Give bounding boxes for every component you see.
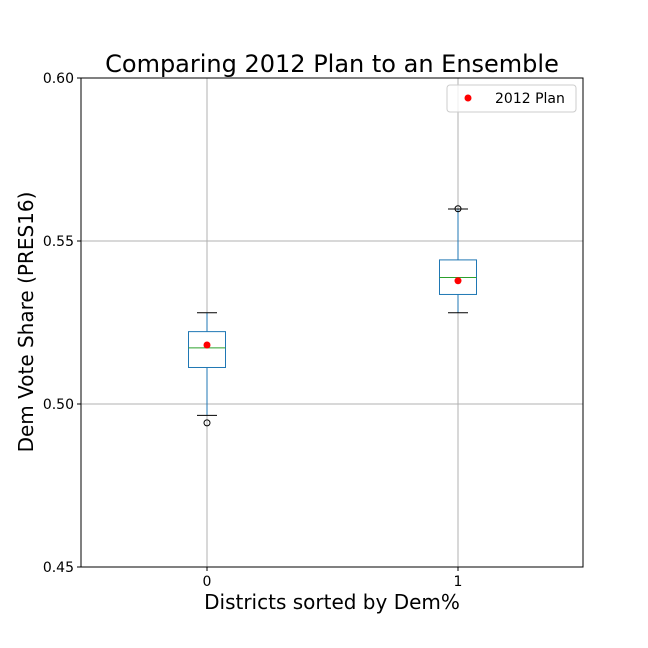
y-tick-label: 0.50 — [43, 397, 74, 413]
x-axis-label: Districts sorted by Dem% — [204, 590, 460, 614]
legend-marker — [464, 94, 472, 102]
outlier-point — [454, 205, 462, 213]
y-tick-label: 0.55 — [43, 234, 74, 250]
plan-points — [203, 277, 462, 349]
chart-title: Comparing 2012 Plan to an Ensemble — [105, 50, 559, 78]
grid-lines — [81, 77, 583, 568]
plan-2012-point — [454, 277, 462, 285]
legend-box — [446, 84, 577, 113]
y-tick-label: 0.45 — [43, 560, 74, 576]
x-tick-label: 0 — [203, 574, 212, 590]
plot-frame — [80, 77, 584, 568]
plan-2012-point — [203, 341, 211, 349]
y-axis-label: Dem Vote Share (PRES16) — [14, 192, 38, 453]
legend-label: 2012 Plan — [495, 91, 565, 107]
y-axis-ticks: 0.45 0.50 0.55 0.60 — [43, 71, 81, 576]
box-group — [188, 205, 477, 427]
box-iqr — [188, 331, 226, 368]
x-tick-label: 1 — [454, 574, 463, 590]
outlier-point — [203, 419, 211, 427]
legend: 2012 Plan — [446, 84, 577, 113]
y-tick-label: 0.60 — [43, 71, 74, 87]
